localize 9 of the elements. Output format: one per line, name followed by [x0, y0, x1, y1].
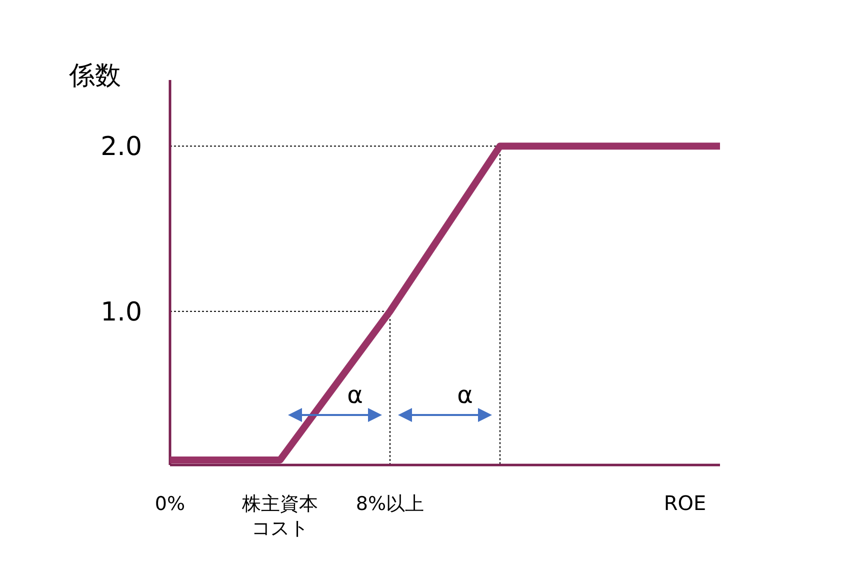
annotation: α — [457, 381, 473, 409]
x-tick-label: 株主資本コスト — [241, 493, 318, 540]
x-tick-label: 0% — [154, 493, 186, 515]
y-axis-title: 係数 — [68, 61, 121, 91]
annotation: α — [347, 381, 363, 409]
y-tick-label: 1.0 — [100, 297, 142, 328]
x-axis-title: ROE — [664, 491, 706, 515]
x-tick-label: 8%以上 — [356, 493, 424, 515]
y-tick-label: 2.0 — [100, 132, 142, 162]
